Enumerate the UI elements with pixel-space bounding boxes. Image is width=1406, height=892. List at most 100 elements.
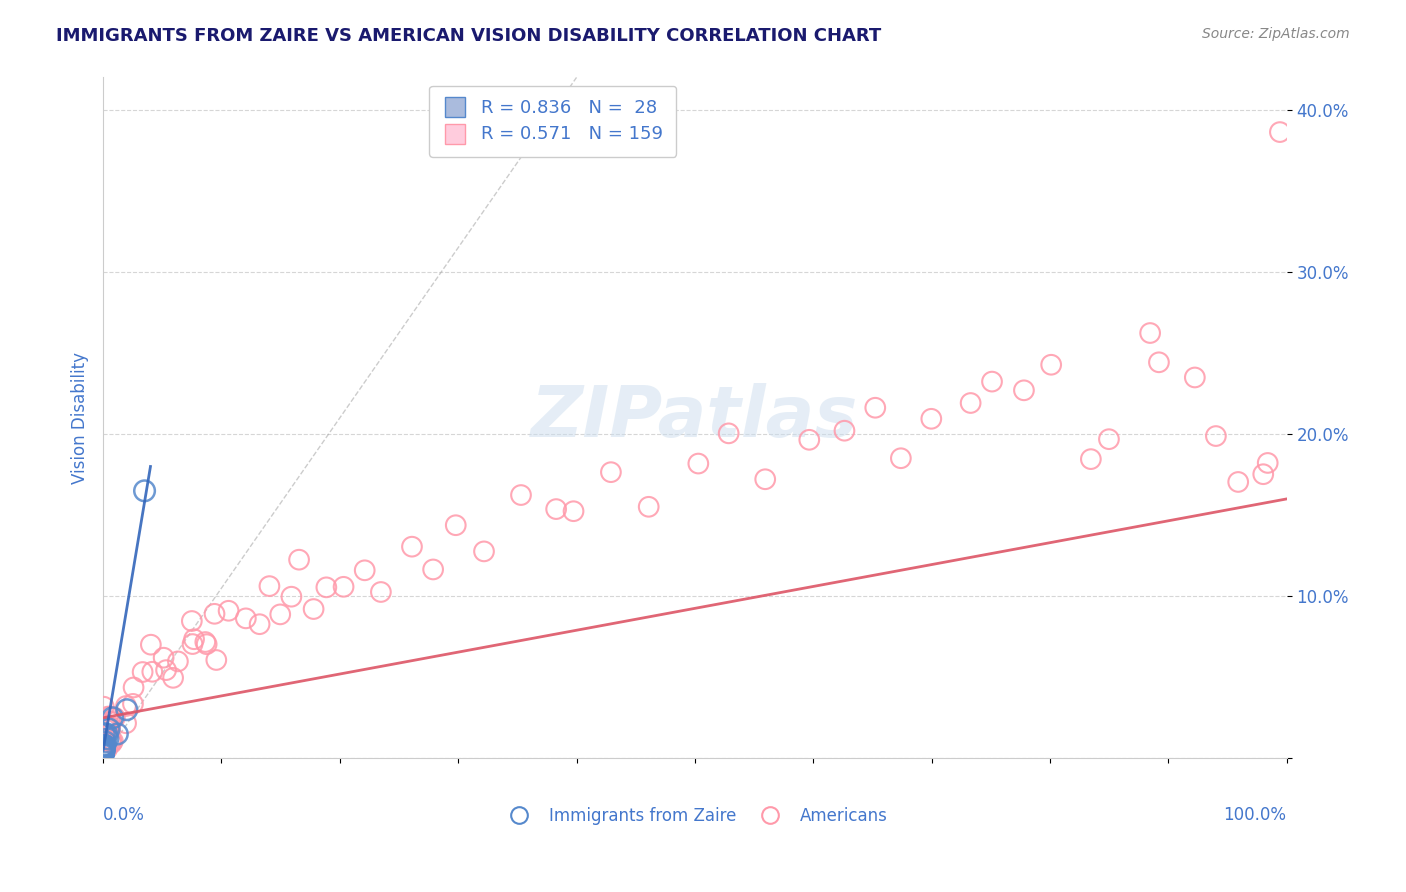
Point xyxy=(152,650,174,665)
Point xyxy=(94,720,117,734)
Point xyxy=(101,734,124,748)
Point xyxy=(98,721,121,735)
Point xyxy=(1257,456,1279,470)
Point xyxy=(717,426,740,441)
Point xyxy=(100,714,122,729)
Point xyxy=(167,654,190,668)
Point xyxy=(600,465,623,479)
Point xyxy=(105,727,128,741)
Y-axis label: Vision Disability: Vision Disability xyxy=(72,351,89,483)
Point xyxy=(269,607,291,622)
Point xyxy=(195,637,218,651)
Text: Source: ZipAtlas.com: Source: ZipAtlas.com xyxy=(1202,27,1350,41)
Point xyxy=(91,747,114,761)
Point xyxy=(97,720,120,734)
Point xyxy=(799,433,821,447)
Point xyxy=(1227,475,1250,489)
Point xyxy=(100,709,122,723)
Point xyxy=(401,540,423,554)
Point xyxy=(91,745,114,759)
Point xyxy=(94,739,117,753)
Point xyxy=(122,681,145,695)
Point xyxy=(1205,429,1227,443)
Point xyxy=(93,727,115,741)
Point xyxy=(637,500,659,514)
Point xyxy=(93,732,115,747)
Point xyxy=(235,611,257,625)
Point xyxy=(562,504,585,518)
Point xyxy=(834,424,856,438)
Point xyxy=(93,699,115,714)
Point xyxy=(93,741,115,756)
Point xyxy=(472,544,495,558)
Point xyxy=(315,580,337,594)
Point xyxy=(97,709,120,723)
Point xyxy=(96,741,118,756)
Point xyxy=(688,457,710,471)
Point xyxy=(1080,452,1102,467)
Point xyxy=(155,663,177,677)
Point xyxy=(97,731,120,746)
Point xyxy=(100,735,122,749)
Point xyxy=(332,580,354,594)
Text: ZIPatlas: ZIPatlas xyxy=(531,384,859,452)
Point xyxy=(96,720,118,734)
Text: 100.0%: 100.0% xyxy=(1223,806,1286,824)
Point xyxy=(91,747,114,761)
Point xyxy=(183,632,205,647)
Point xyxy=(1251,467,1274,482)
Point xyxy=(1012,384,1035,398)
Point xyxy=(981,375,1004,389)
Point xyxy=(122,697,145,711)
Point xyxy=(98,722,121,736)
Point xyxy=(1040,358,1063,372)
Point xyxy=(115,716,138,731)
Point xyxy=(94,735,117,749)
Point xyxy=(100,732,122,747)
Point xyxy=(94,723,117,737)
Point xyxy=(1147,355,1170,369)
Point xyxy=(91,739,114,754)
Point xyxy=(204,607,226,621)
Point xyxy=(546,502,568,516)
Point xyxy=(259,579,281,593)
Point xyxy=(93,743,115,757)
Point xyxy=(280,590,302,604)
Point xyxy=(162,671,184,685)
Point xyxy=(115,698,138,713)
Point xyxy=(218,604,240,618)
Point xyxy=(131,665,153,679)
Point xyxy=(94,717,117,731)
Point xyxy=(93,743,115,757)
Point xyxy=(93,739,115,753)
Point xyxy=(101,711,124,725)
Point xyxy=(754,472,776,486)
Point xyxy=(134,483,156,498)
Point xyxy=(104,711,127,725)
Legend: Immigrants from Zaire, Americans: Immigrants from Zaire, Americans xyxy=(495,800,894,831)
Point xyxy=(93,747,115,761)
Point xyxy=(91,747,114,761)
Point xyxy=(91,743,114,757)
Point xyxy=(93,739,115,753)
Point xyxy=(115,703,138,717)
Point xyxy=(422,562,444,576)
Point xyxy=(249,617,271,632)
Point xyxy=(920,411,942,425)
Point xyxy=(180,614,202,628)
Point xyxy=(94,718,117,732)
Point xyxy=(98,719,121,733)
Point xyxy=(1268,125,1291,139)
Point xyxy=(91,747,114,762)
Point xyxy=(1098,432,1121,446)
Point xyxy=(96,727,118,741)
Point xyxy=(93,745,115,759)
Point xyxy=(510,488,533,502)
Point xyxy=(959,396,981,410)
Point xyxy=(141,665,163,679)
Text: 0.0%: 0.0% xyxy=(103,806,145,824)
Point xyxy=(194,635,217,649)
Point xyxy=(93,743,115,757)
Point xyxy=(205,653,228,667)
Point xyxy=(890,451,912,466)
